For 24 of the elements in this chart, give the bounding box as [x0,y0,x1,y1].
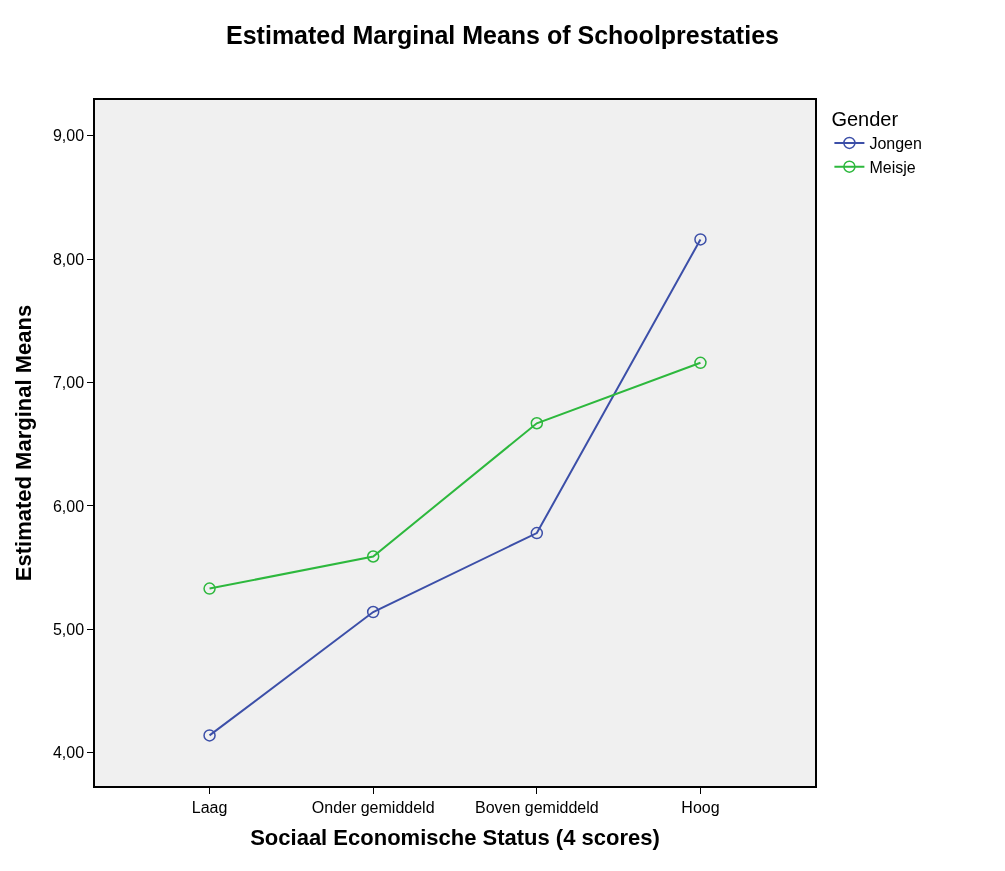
x-tick-label: Boven gemiddeld [475,798,599,816]
point [366,550,380,563]
y-tick-label: 6,00 [52,497,85,515]
y-tick-label: 4,00 [52,744,85,762]
legend-title: Gender [831,108,899,130]
legend-label: Meisje [869,158,916,176]
point [530,526,544,540]
point [203,729,216,742]
x-tick-label: Laag [191,798,228,816]
x-tick-label: Hoog [681,798,720,816]
x-tick-label: Onder gemiddeld [311,798,435,816]
legend-label: Jongen [869,135,922,153]
y-tick-label: 9,00 [52,127,85,145]
point [530,417,544,430]
point [203,582,216,595]
x-axis-title: Sociaal Economische Status (4 scores) [250,825,660,851]
y-axis-title: Estimated Marginal Means [11,304,37,582]
chart-title: Estimated Marginal Means of Schoolprestaties [226,20,779,49]
point [694,233,707,246]
y-tick-label: 8,00 [52,250,85,268]
y-tick-label: 7,00 [52,374,85,392]
y-tick-label: 5,00 [52,620,85,638]
point [366,605,380,619]
point [694,356,707,370]
